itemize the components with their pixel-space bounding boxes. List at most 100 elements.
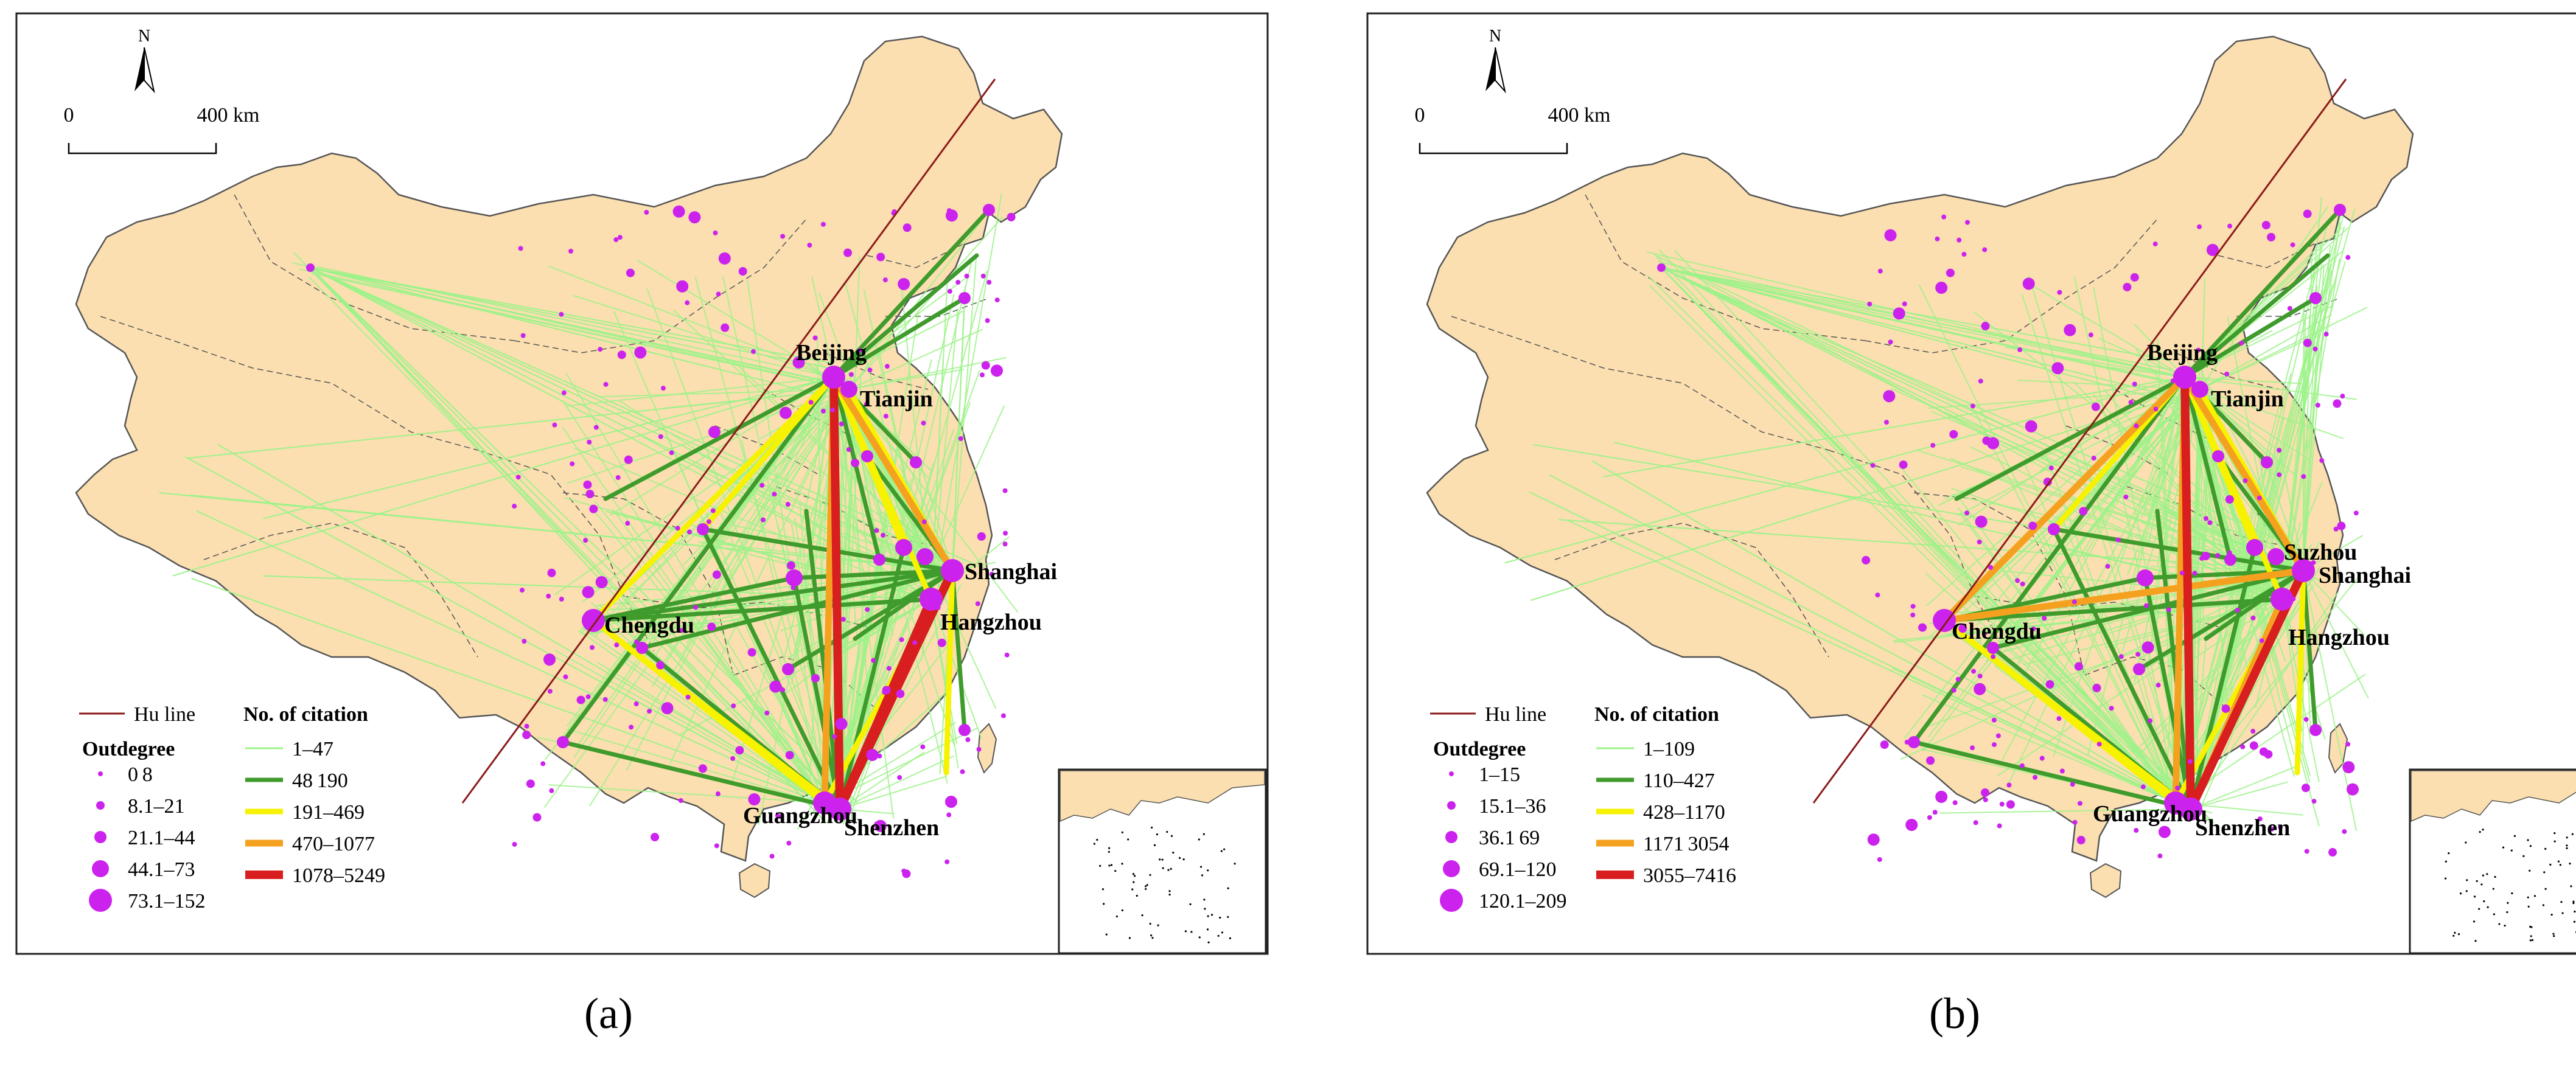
outdegree-node bbox=[1935, 790, 1948, 803]
outdegree-node bbox=[2342, 761, 2355, 774]
outdegree-node bbox=[1982, 436, 1991, 445]
outdegree-node bbox=[731, 703, 736, 709]
flow-class-1 bbox=[680, 606, 825, 804]
city-label-hangzhou: Hangzhou bbox=[940, 610, 1042, 635]
flow-class-2 bbox=[603, 375, 836, 501]
outdegree-node bbox=[2227, 223, 2233, 229]
flow-class-1 bbox=[1603, 377, 2185, 478]
legend-outdegree-class-4: 44.1–73 bbox=[128, 858, 195, 881]
outdegree-node bbox=[851, 459, 860, 468]
outdegree-node bbox=[2022, 277, 2035, 290]
outdegree-node bbox=[830, 407, 836, 412]
outdegree-node bbox=[958, 436, 963, 442]
city-node bbox=[1987, 642, 1999, 654]
outdegree-nodes bbox=[1657, 204, 2359, 862]
outdegree-node bbox=[629, 725, 634, 730]
outdegree-node bbox=[2196, 347, 2201, 353]
outdegree-node bbox=[2105, 563, 2110, 569]
flow-class-5 bbox=[829, 373, 844, 813]
outdegree-node bbox=[2031, 626, 2036, 631]
hu-line bbox=[461, 78, 996, 804]
legend-citation-class-5: 1078–5249 bbox=[292, 864, 385, 887]
flow-class-1 bbox=[2021, 294, 2191, 810]
outdegree-node bbox=[812, 335, 818, 341]
flow-class-1 bbox=[2024, 464, 2176, 804]
flow-class-1 bbox=[2008, 630, 2191, 810]
outdegree-node bbox=[2042, 616, 2047, 621]
outdegree-node bbox=[764, 710, 770, 715]
city-node bbox=[2309, 724, 2322, 736]
outdegree-node bbox=[585, 490, 595, 499]
flow-class-2 bbox=[591, 575, 797, 623]
legend-citation-title: No. of citation bbox=[243, 703, 368, 726]
flow-class-1 bbox=[1958, 496, 2176, 804]
outdegree-node bbox=[2028, 521, 2037, 530]
flow-class-2 bbox=[2182, 296, 2318, 380]
outdegree-node bbox=[2287, 305, 2292, 311]
outdegree-node bbox=[1935, 236, 1940, 242]
north-arrow-icon: N bbox=[134, 27, 155, 94]
scale-bar: 0 400 km bbox=[1415, 104, 1610, 155]
flow-class-1 bbox=[1661, 267, 2171, 371]
city-label-hangzhou: Hangzhou bbox=[2288, 625, 2390, 650]
outdegree-node bbox=[1999, 801, 2005, 807]
outdegree-node bbox=[808, 400, 814, 405]
outdegree-node bbox=[769, 853, 775, 859]
outdegree-node bbox=[2059, 768, 2065, 774]
city-node bbox=[582, 609, 605, 632]
flow-class-1 bbox=[1668, 269, 2201, 390]
province-border bbox=[203, 523, 478, 658]
flow-class-2 bbox=[792, 568, 955, 580]
outdegree-node bbox=[960, 769, 965, 774]
outdegree-node bbox=[1981, 322, 1990, 331]
outdegree-node bbox=[2130, 273, 2139, 282]
flow-class-1 bbox=[2184, 377, 2357, 400]
map-legend: Hu line No. of citation Outdegree 1–109 110–… bbox=[1430, 703, 1736, 912]
flow-class-1 bbox=[2132, 377, 2185, 590]
outdegree-node bbox=[714, 843, 719, 849]
outdegree-node bbox=[1971, 669, 1977, 674]
outdegree-node bbox=[761, 517, 766, 523]
flow-class-1 bbox=[578, 377, 834, 745]
outdegree-node bbox=[661, 702, 674, 715]
legend-citation-title: No. of citation bbox=[1594, 703, 1719, 726]
outdegree-node bbox=[2277, 472, 2282, 478]
city-node bbox=[1933, 609, 1956, 632]
outdegree-node bbox=[779, 406, 792, 419]
flow-class-1 bbox=[548, 784, 825, 804]
outdegree-node bbox=[947, 288, 952, 294]
flow-class-1 bbox=[1939, 808, 2191, 814]
legend-citation-class-1: 1–109 bbox=[1643, 738, 1695, 760]
outdegree-node bbox=[679, 628, 685, 633]
outdegree-node bbox=[792, 356, 805, 369]
outdegree-node bbox=[1905, 818, 1918, 831]
city-node bbox=[636, 642, 648, 654]
outdegree-node bbox=[2269, 826, 2274, 832]
flow-class-2 bbox=[2143, 575, 2193, 812]
flow-class-1 bbox=[2199, 341, 2303, 390]
outdegree-node bbox=[1893, 307, 1905, 320]
outdegree-node bbox=[2261, 221, 2271, 230]
outdegree-node bbox=[718, 252, 731, 265]
outdegree-node bbox=[2249, 741, 2258, 750]
outdegree-node bbox=[2207, 520, 2213, 526]
outdegree-node bbox=[2132, 381, 2137, 387]
outdegree-node bbox=[1995, 733, 2001, 739]
outdegree-node bbox=[820, 408, 826, 414]
flow-class-1 bbox=[172, 377, 834, 577]
flow-class-1 bbox=[1530, 389, 2201, 602]
outdegree-node bbox=[520, 333, 526, 338]
flow-class-1 bbox=[1661, 267, 2322, 583]
city-label-beijing: Beijing bbox=[796, 340, 867, 366]
outdegree-node bbox=[2091, 402, 2100, 411]
flow-class-2 bbox=[640, 568, 955, 650]
outdegree-node bbox=[748, 793, 761, 806]
city-node bbox=[782, 663, 794, 675]
legend-citation-class-1: 1–47 bbox=[292, 738, 333, 760]
outdegree-node bbox=[658, 434, 663, 439]
outdegree-node bbox=[2179, 570, 2185, 575]
flow-class-3 bbox=[2182, 374, 2258, 551]
flow-class-1 bbox=[2010, 389, 2201, 611]
city-label-guangzhou: Guangzhou bbox=[743, 803, 857, 829]
flow-class-1 bbox=[2199, 389, 2309, 460]
